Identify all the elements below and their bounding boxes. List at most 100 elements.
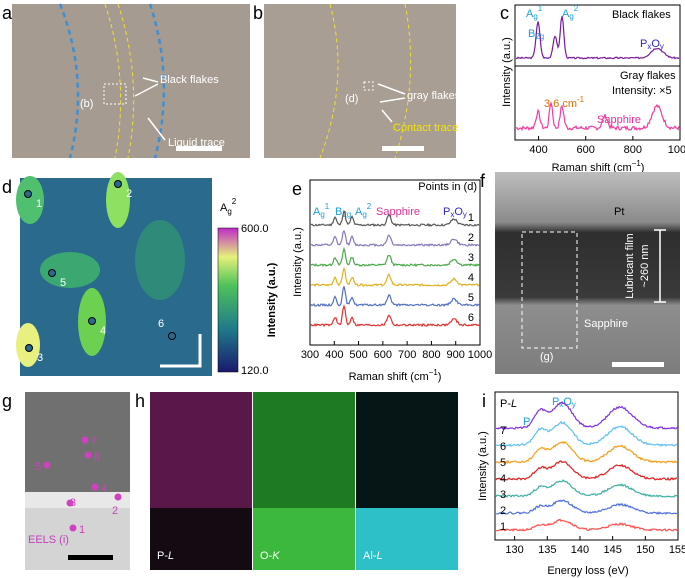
peak-label: B2g	[335, 206, 351, 219]
x-tick-label: 700	[398, 349, 416, 361]
eds-map	[150, 392, 252, 508]
x-tick-label: 400	[529, 144, 547, 156]
eds-map	[356, 508, 458, 570]
point-marker	[66, 499, 74, 507]
zoom-box	[103, 83, 127, 105]
annotation: Contact trace	[393, 122, 458, 134]
annotation: Gray flakes	[620, 70, 676, 82]
scale-bar	[176, 146, 222, 151]
spectrum	[496, 499, 678, 515]
point-label: 3	[70, 497, 76, 509]
peak-label: Ag1	[313, 202, 330, 219]
annotation: P-L	[500, 398, 517, 410]
eds-map	[253, 508, 355, 570]
map-label: O-K	[260, 550, 280, 562]
colorbar-title: Ag2	[220, 197, 237, 216]
panel-g: g EELS (i) 1 2 3 4 5 6 7	[2, 391, 130, 570]
point-marker	[48, 269, 56, 277]
panel-e: e Points in (d) Ag1 B2g Ag2 Sapphire PxO…	[292, 179, 492, 383]
x-tick-label: 300	[301, 349, 319, 361]
thickness-marker	[654, 229, 666, 303]
colorbar	[217, 227, 239, 373]
annotation: Lubricant film	[624, 233, 636, 298]
box-label: (d)	[345, 93, 358, 105]
panel-f: f Pt Lubricant film ~260 nm Sapphire (g)	[480, 171, 680, 374]
annotation: Pt	[614, 206, 624, 218]
point-label: 6	[94, 451, 100, 463]
x-tick-label: 400	[325, 349, 343, 361]
spectrum	[515, 100, 680, 132]
map-region	[135, 220, 185, 300]
x-axis-label: Raman shift (cm−1)	[552, 159, 645, 174]
annotation: ~260 nm	[639, 244, 651, 287]
annotation: Black flakes	[612, 9, 671, 21]
curve-label: 6	[468, 312, 474, 324]
x-axis-label: Raman shift (cm−1)	[349, 368, 442, 383]
point-label: 5	[35, 461, 41, 473]
arrow	[377, 83, 406, 123]
point-marker	[81, 436, 89, 444]
annotation: Sapphire	[597, 114, 641, 126]
annotation: Liquid trace	[168, 137, 225, 149]
peak-label: Ag2	[355, 202, 372, 219]
peak-label: Ag2	[562, 4, 579, 21]
x-axis-label: Energy loss (eV)	[547, 565, 628, 577]
annotation: Intensity: ×5	[612, 85, 672, 97]
x-tick-label: 130	[505, 544, 523, 556]
spectrum	[495, 479, 678, 498]
peak-label: PxOy	[552, 396, 576, 409]
curve-label: 2	[500, 505, 506, 517]
box-label: (b)	[80, 98, 93, 110]
spectrum	[310, 286, 480, 307]
point-marker	[25, 344, 33, 352]
x-tick-label: 145	[603, 544, 621, 556]
panel-d: 1 2 3 4 5 6 d Ag2 600.0 120.0 Intensity (a.u.…	[2, 172, 278, 377]
peak-label: P	[523, 416, 530, 428]
panel-i: i P-L P PxOy Intensity (a.u.) Energy los…	[477, 391, 685, 577]
axes-frame	[494, 391, 679, 541]
spectrum	[310, 229, 480, 248]
scale-bar	[382, 146, 424, 151]
curve-label: 3	[500, 489, 506, 501]
x-tick-label: 600	[374, 349, 392, 361]
point-marker	[84, 451, 92, 459]
curve-label: 4	[468, 272, 474, 284]
tem-image	[495, 172, 680, 374]
point-label: 2	[112, 505, 118, 517]
panel-label: g	[2, 391, 12, 411]
zoom-box	[363, 81, 374, 91]
panel-label: e	[292, 179, 302, 199]
axes-frame	[514, 4, 681, 141]
spectrum	[515, 16, 680, 60]
curve-label: 2	[468, 232, 474, 244]
annotation: Points in (d)	[418, 181, 477, 193]
point-marker	[88, 317, 96, 325]
peak-label: Sapphire	[376, 206, 420, 218]
arrow	[134, 77, 166, 141]
point-marker	[91, 483, 99, 491]
x-tick-label: 500	[349, 349, 367, 361]
point-label: 5	[60, 277, 66, 289]
curve-label: 5	[468, 292, 474, 304]
x-tick-label: 800	[422, 349, 440, 361]
colorbar-label: 600.0	[241, 223, 269, 235]
spectrum	[310, 209, 480, 228]
map-region	[106, 172, 130, 228]
spectrum	[310, 304, 480, 328]
liquid-edge	[58, 3, 166, 159]
spectrum	[495, 440, 677, 465]
panel-c: c Black flakes Gray flakes Intensity: ×5…	[500, 3, 685, 174]
annotation: EELS (i)	[28, 534, 69, 546]
curve-label: 6	[500, 441, 506, 453]
point-marker	[24, 190, 32, 198]
panel-h: h P-L O-K Al-L	[135, 391, 458, 570]
map-label: Al-L	[363, 550, 383, 562]
curve-label: 1	[468, 212, 474, 224]
map-region	[16, 176, 44, 224]
eds-map	[253, 392, 355, 508]
micrograph	[264, 4, 456, 158]
spectrum	[310, 267, 480, 288]
annotation: Sapphire	[584, 318, 628, 330]
point-label: 2	[126, 188, 132, 200]
